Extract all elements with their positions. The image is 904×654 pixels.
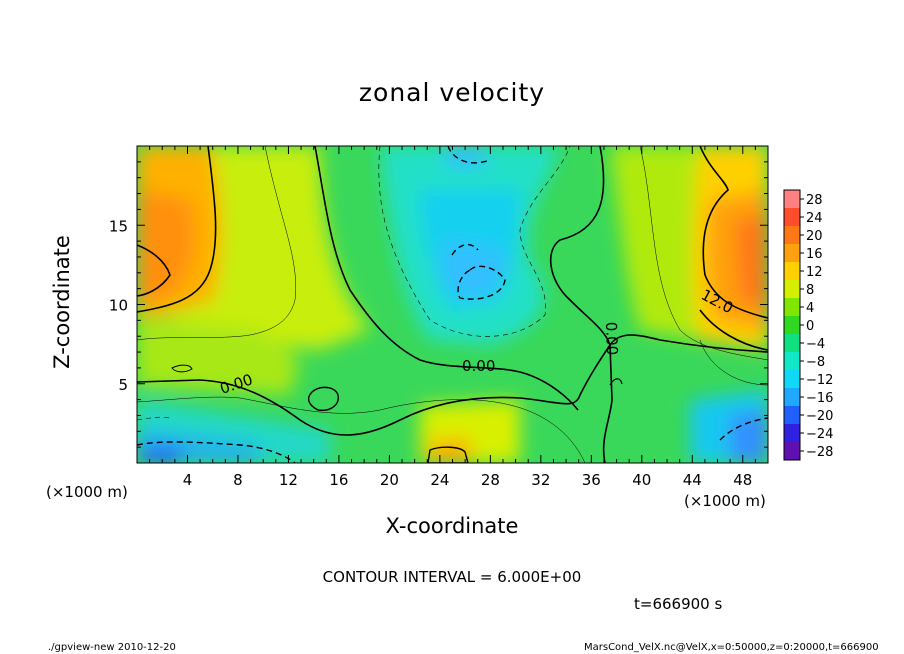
colorbar-label: 12 [806,265,823,280]
colorbar-label: −12 [806,373,833,388]
y-axis-label: Z-coordinate [50,235,74,369]
colorbar-label: −8 [806,355,825,370]
colorbar-label: 28 [806,193,823,208]
colorbar-swatch [784,262,800,280]
x-tick-label: 16 [329,471,348,489]
contour-zero-right [549,146,613,463]
colorbar-label: −4 [806,337,825,352]
colorbar-swatch [784,442,800,460]
colorbar-label: 20 [806,229,823,244]
contour-label: 0.00 [602,322,621,356]
x-tick-label: 8 [233,471,243,489]
contour-zero-diagonal [314,146,579,411]
colorbar-swatch [784,352,800,370]
colorbar-swatch [784,424,800,442]
colorbar-swatch [784,316,800,334]
x-tick-label: 4 [183,471,193,489]
colorbar [783,189,804,461]
contour-interval: CONTOUR INTERVAL = 6.000E+00 [322,568,582,586]
colorbar-swatch [784,280,800,298]
x-tick-label: 12 [279,471,298,489]
x-tick-label: 28 [481,471,500,489]
x-tick-label: 24 [430,471,449,489]
colorbar-label: −24 [806,427,833,442]
x-tick-label: 48 [733,471,752,489]
colorbar-swatch [784,334,800,352]
colorbar-label: 24 [806,211,823,226]
contour-zero-rightwarm [699,309,768,351]
colorbar-label: 8 [806,283,814,298]
x-unit-left: (×1000 m) [46,483,128,501]
colorbar-swatch [784,298,800,316]
y-tick-label: 5 [118,376,128,394]
colorbar-label: −28 [806,445,833,460]
x-tick-label: 44 [683,471,702,489]
chart-title: zonal velocity [358,78,546,107]
colorbar-swatch [784,370,800,388]
x-tick-label: 40 [632,471,651,489]
contour-12-left [137,244,171,297]
colorbar-label: 4 [806,301,814,316]
colorbar-label: 16 [806,247,823,262]
colorbar-swatch [784,406,800,424]
colorbar-swatch [784,388,800,406]
contour-12-right [699,146,768,319]
colorbar-label: 0 [806,319,814,334]
x-tick-label: 32 [531,471,550,489]
axis-ticks [137,146,768,463]
colorbar-swatch [784,226,800,244]
contour-zero-center [137,334,768,436]
x-unit-right: (×1000 m) [684,492,766,510]
contour-zero-left [137,146,217,313]
colorbar-swatch [784,208,800,226]
heatmap-field [137,146,768,463]
y-tick-label: 10 [109,297,128,315]
footer-left: ./gpview-new 2010-12-20 [48,642,176,653]
x-tick-label: 36 [582,471,601,489]
x-tick-label: 20 [380,471,399,489]
colorbar-swatch [784,190,800,208]
time-stamp: t=666900 s [634,595,723,613]
y-tick-label: 15 [109,217,128,235]
contour-label: 0.00 [462,357,495,375]
footer-right: MarsCond_VelX.nc@VelX,x=0:50000,z=0:2000… [584,642,879,653]
x-axis-label: X-coordinate [385,514,519,538]
colorbar-label: −20 [806,409,833,424]
contour-lines [137,146,768,463]
colorbar-label: −16 [806,391,833,406]
colorbar-swatch [784,244,800,262]
